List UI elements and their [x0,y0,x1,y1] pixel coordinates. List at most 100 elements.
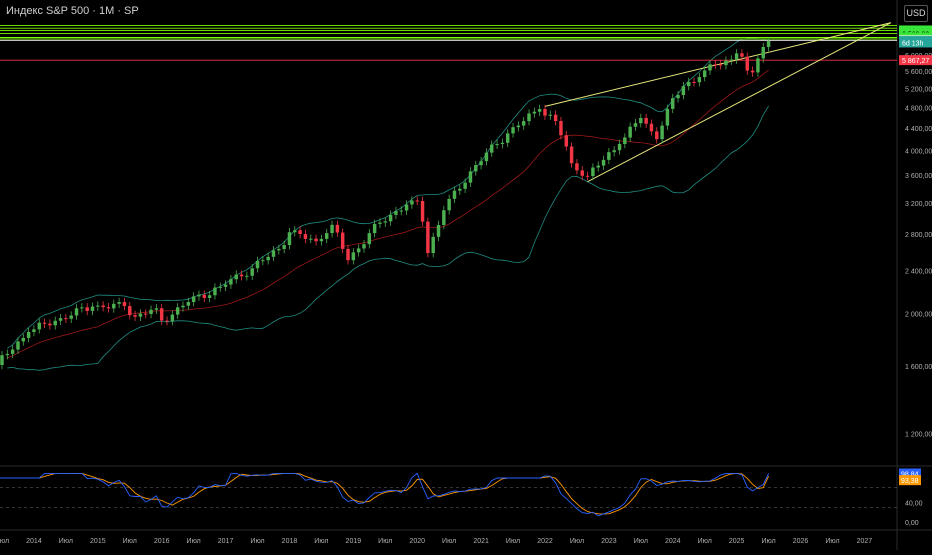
price-label-text: 6d 13h [902,40,924,47]
candle [591,167,595,176]
candle [101,305,105,308]
price-label-text: 5 867,27 [902,58,929,65]
candle [580,170,584,176]
candle [394,211,398,215]
time-tick: 2024 [665,538,681,545]
candle [511,127,515,134]
candle [319,238,324,242]
time-tick: Июл [187,538,201,545]
candle [468,171,473,183]
price-tick: 3 600,00 [905,173,932,180]
candle [261,260,265,262]
candle [64,318,68,320]
candle [42,322,47,324]
time-tick: Июл [0,538,9,545]
candle [537,109,542,112]
time-tick: 2020 [409,538,425,545]
candle [596,165,600,168]
candle [420,200,425,222]
candle [692,81,696,83]
bb-lower-line [7,105,769,371]
candle [0,355,4,366]
candle [32,329,36,332]
price-tick: 5 200,00 [905,87,932,94]
candle [154,308,159,310]
price-tick: 4 000,00 [905,148,932,155]
candle [245,275,249,277]
candle [69,315,73,319]
candle [266,256,270,261]
rsi-label-text: 93,38 [901,478,919,485]
candle [207,295,212,298]
time-tick: Июл [59,538,73,545]
candle [21,337,26,342]
candle [356,248,361,253]
candle [527,113,531,122]
candle [372,223,377,234]
candle [303,233,308,239]
candle [175,307,180,315]
candle [191,296,196,303]
price-tick: 2 400,00 [905,268,932,275]
candle [234,274,238,280]
rsi-fast-line [0,472,770,517]
price-tick: 1 600,00 [905,364,932,371]
price-tick: 3 200,00 [905,201,932,208]
candle [559,121,563,136]
currency-button[interactable]: USD [904,5,928,22]
candle [756,58,760,73]
candle [452,190,457,199]
candle [734,53,739,60]
candle [553,114,558,122]
candle [617,143,622,151]
candle [543,109,547,116]
time-tick: 2025 [729,538,745,545]
rsi-label-badge [899,475,921,486]
candle [74,308,79,316]
candle [649,123,654,132]
candle [53,320,57,326]
candle [293,230,297,233]
candle [564,135,569,147]
candle [750,70,755,73]
time-tick: Июл [250,538,264,545]
candle [474,165,478,172]
rsi-tick: 0,00 [905,520,919,527]
candle [346,248,350,261]
candle [490,144,494,153]
candle [122,302,127,307]
candle [367,233,372,245]
candle [106,307,111,309]
candle [745,56,749,71]
candle [521,121,526,126]
candle [85,307,89,311]
candle [686,81,691,87]
time-tick: Июл [442,538,456,545]
candle [324,233,329,239]
candle [500,142,505,145]
bb-upper-line [7,38,769,349]
time-tick: 2018 [282,538,298,545]
candle [117,302,121,304]
candle [144,313,148,315]
candle [309,238,313,240]
rsi-slow-line [0,472,770,515]
time-tick: 2022 [537,538,553,545]
candle [713,64,718,66]
candle [138,313,143,317]
candle [250,268,254,276]
candle [575,163,579,171]
candle [708,64,712,71]
candle [463,182,467,189]
bb-basis-line [7,69,769,359]
candle [426,221,430,254]
candle [761,46,765,59]
candle [676,95,680,99]
candle [48,323,52,326]
candle [351,252,356,261]
candle [404,204,409,211]
time-tick: 2015 [90,538,106,545]
time-tick: Июл [506,538,520,545]
